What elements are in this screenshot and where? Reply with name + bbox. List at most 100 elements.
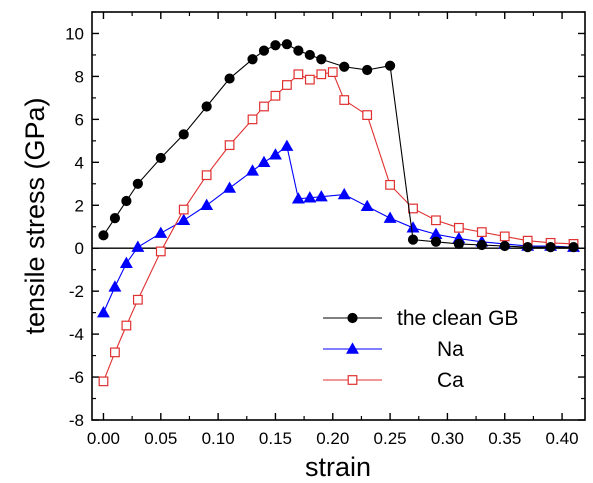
- series-ca: [98, 67, 579, 387]
- series-layer: [97, 39, 580, 387]
- data-point-ca: [362, 110, 373, 120]
- data-point-na: [268, 148, 282, 160]
- data-point-the-clean-gb: [499, 240, 510, 252]
- data-point-ca: [121, 320, 132, 331]
- data-point-ca: [155, 246, 166, 257]
- series-the-clean-gb: [98, 39, 579, 253]
- data-point-na: [200, 198, 214, 210]
- y-tick-label: -8: [69, 411, 84, 430]
- legend-marker: [346, 342, 359, 354]
- x-axis-title: strain: [305, 452, 371, 482]
- legend-item-ca: Ca: [323, 369, 464, 392]
- data-point-na: [119, 256, 133, 268]
- data-point-the-clean-gb: [201, 101, 212, 112]
- data-point-na: [257, 155, 271, 168]
- data-point-the-clean-gb: [568, 242, 579, 253]
- data-point-the-clean-gb: [98, 230, 109, 241]
- data-point-na: [280, 139, 294, 151]
- x-tick-label: 0.35: [488, 429, 521, 448]
- data-point-the-clean-gb: [247, 54, 258, 65]
- data-point-the-clean-gb: [362, 64, 373, 76]
- y-tick-label: 6: [75, 110, 84, 129]
- data-point-the-clean-gb: [293, 45, 304, 56]
- data-point-the-clean-gb: [155, 152, 166, 164]
- data-point-ca: [499, 231, 510, 242]
- data-point-ca: [304, 74, 315, 85]
- data-point-the-clean-gb: [109, 213, 121, 224]
- data-point-na: [131, 240, 145, 252]
- data-point-the-clean-gb: [545, 242, 556, 253]
- plot-frame: [91, 11, 586, 421]
- data-point-ca: [247, 114, 258, 125]
- x-tick-label: 0.05: [144, 429, 177, 448]
- x-tick-label: 0.15: [259, 429, 292, 448]
- data-point-ca: [408, 203, 418, 214]
- data-point-na: [383, 211, 397, 223]
- data-point-na: [406, 221, 420, 233]
- data-point-ca: [431, 215, 441, 226]
- data-point-the-clean-gb: [178, 129, 189, 140]
- series-line-ca: [102, 71, 574, 382]
- data-point-the-clean-gb: [304, 49, 315, 61]
- x-tick-label: 0.10: [202, 429, 235, 448]
- data-point-the-clean-gb: [258, 45, 270, 56]
- data-point-na: [360, 199, 374, 212]
- data-point-ca: [453, 222, 464, 233]
- data-point-ca: [282, 80, 292, 90]
- data-point-ca: [110, 347, 120, 358]
- data-point-na: [177, 213, 191, 225]
- series-na: [97, 139, 580, 318]
- data-point-the-clean-gb: [430, 236, 442, 247]
- data-point-the-clean-gb: [522, 242, 533, 253]
- axis-ticks: 0.00 0.05 0.10 0.15 0.20 0.25 0.30 0.35 0.40 -8 -6…: [65, 11, 585, 448]
- data-point-na: [223, 181, 237, 193]
- data-point-ca: [178, 204, 189, 215]
- data-point-ca: [385, 179, 395, 190]
- legend-label: Na: [437, 338, 464, 361]
- series-line-the-clean-gb: [103, 43, 574, 248]
- legend: the clean GB Na Ca: [323, 307, 518, 392]
- series-line-na: [102, 145, 574, 313]
- x-tick-label: 0.40: [546, 429, 579, 448]
- data-point-ca: [327, 67, 338, 78]
- data-point-the-clean-gb: [384, 60, 396, 71]
- data-point-the-clean-gb: [339, 61, 350, 72]
- data-point-the-clean-gb: [132, 178, 143, 189]
- legend-marker: [347, 375, 358, 385]
- data-point-the-clean-gb: [407, 234, 419, 245]
- data-point-na: [108, 280, 122, 292]
- data-point-ca: [270, 90, 281, 101]
- x-tick-label: 0.30: [431, 429, 464, 448]
- data-point-na: [303, 191, 317, 203]
- data-point-the-clean-gb: [476, 239, 487, 251]
- y-tick-label: 10: [65, 24, 84, 43]
- x-tick-label: 0.20: [316, 429, 349, 448]
- legend-item-na: Na: [323, 338, 464, 361]
- y-axis-title: tensile stress (GPa): [20, 97, 50, 334]
- data-point-na: [291, 192, 305, 204]
- data-point-na: [337, 187, 351, 200]
- y-tick-label: -4: [69, 325, 84, 344]
- data-point-ca: [476, 227, 487, 238]
- x-tick-label: 0.25: [374, 429, 407, 448]
- data-point-ca: [224, 140, 235, 151]
- data-point-na: [154, 226, 168, 238]
- legend-marker: [347, 312, 358, 324]
- y-tick-label: -2: [69, 282, 84, 301]
- y-tick-label: 4: [75, 153, 84, 172]
- data-point-the-clean-gb: [270, 40, 281, 51]
- y-tick-label: 0: [75, 239, 84, 258]
- x-tick-label: 0.00: [87, 429, 120, 448]
- data-point-ca: [293, 69, 304, 80]
- y-tick-label: 2: [75, 196, 84, 215]
- data-point-the-clean-gb: [316, 54, 327, 65]
- data-point-ca: [132, 294, 143, 305]
- data-point-the-clean-gb: [121, 195, 132, 207]
- data-point-the-clean-gb: [453, 238, 464, 250]
- legend-label: the clean GB: [397, 307, 518, 330]
- data-point-ca: [201, 170, 212, 181]
- data-point-ca: [339, 95, 350, 105]
- y-tick-label: 8: [75, 67, 84, 86]
- data-point-the-clean-gb: [224, 73, 235, 84]
